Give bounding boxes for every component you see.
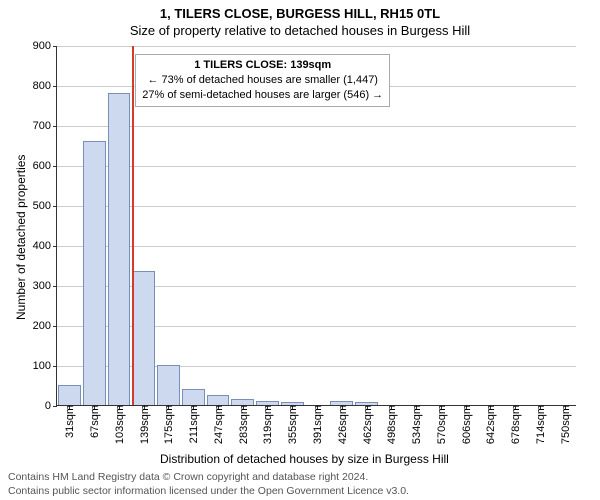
xtick-label: 211sqm: [186, 405, 200, 443]
xtick-label: 462sqm: [360, 405, 374, 444]
xtick-label: 606sqm: [459, 405, 473, 444]
grid-line: [57, 246, 576, 247]
grid-line: [57, 206, 576, 207]
ytick-label: 0: [45, 400, 57, 412]
grid-line: [57, 166, 576, 167]
chart-area: 010020030040050060070080090031sqm67sqm10…: [56, 46, 576, 406]
footer-line-1: Contains HM Land Registry data © Crown c…: [8, 470, 409, 484]
callout-line: ← 73% of detached houses are smaller (1,…: [142, 73, 383, 88]
histogram-bar: [132, 271, 155, 405]
ytick-label: 700: [33, 120, 57, 132]
ytick-label: 300: [33, 280, 57, 292]
xtick-label: 31sqm: [62, 405, 76, 438]
histogram-bar: [157, 365, 180, 405]
xtick-label: 139sqm: [137, 405, 151, 444]
xtick-label: 642sqm: [483, 405, 497, 444]
xtick-label: 534sqm: [409, 405, 423, 444]
xtick-label: 750sqm: [558, 405, 572, 444]
xtick-label: 714sqm: [533, 405, 547, 444]
ytick-label: 500: [33, 200, 57, 212]
xtick-label: 498sqm: [384, 405, 398, 444]
ytick-label: 400: [33, 240, 57, 252]
y-axis-label: Number of detached properties: [14, 155, 28, 320]
xtick-label: 570sqm: [434, 405, 448, 444]
ytick-label: 900: [33, 40, 57, 52]
ytick-label: 100: [33, 360, 57, 372]
xtick-label: 319sqm: [260, 405, 274, 444]
marker-line: [132, 46, 134, 405]
marker-callout: 1 TILERS CLOSE: 139sqm← 73% of detached …: [135, 54, 390, 107]
footer-attribution: Contains HM Land Registry data © Crown c…: [8, 470, 409, 498]
ytick-label: 200: [33, 320, 57, 332]
histogram-bar: [58, 385, 81, 405]
footer-line-2: Contains public sector information licen…: [8, 484, 409, 498]
grid-line: [57, 126, 576, 127]
histogram-bar: [182, 389, 205, 405]
xtick-label: 355sqm: [285, 405, 299, 444]
xtick-label: 103sqm: [112, 405, 126, 444]
xtick-label: 426sqm: [335, 405, 349, 444]
xtick-label: 67sqm: [87, 405, 101, 438]
xtick-label: 678sqm: [508, 405, 522, 444]
xtick-label: 247sqm: [211, 405, 225, 444]
grid-line: [57, 46, 576, 47]
xtick-label: 391sqm: [310, 405, 324, 444]
x-axis-label: Distribution of detached houses by size …: [160, 452, 449, 466]
callout-line: 27% of semi-detached houses are larger (…: [142, 88, 383, 103]
chart-title-sub: Size of property relative to detached ho…: [0, 21, 600, 38]
ytick-label: 600: [33, 160, 57, 172]
xtick-label: 283sqm: [236, 405, 250, 444]
chart-title-main: 1, TILERS CLOSE, BURGESS HILL, RH15 0TL: [0, 0, 600, 21]
xtick-label: 175sqm: [161, 405, 175, 444]
callout-line: 1 TILERS CLOSE: 139sqm: [142, 58, 383, 73]
histogram-bar: [83, 141, 106, 405]
ytick-label: 800: [33, 80, 57, 92]
histogram-bar: [108, 93, 131, 405]
histogram-bar: [207, 395, 230, 405]
